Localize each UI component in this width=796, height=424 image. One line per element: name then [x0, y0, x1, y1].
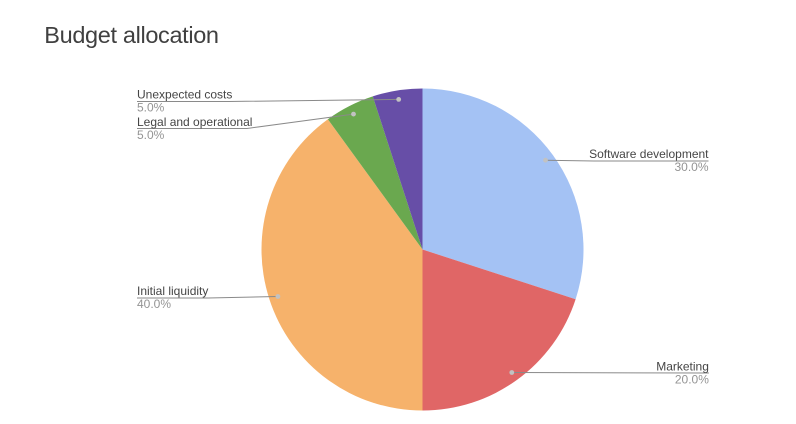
svg-text:20.0%: 20.0% — [675, 373, 709, 387]
svg-text:30.0%: 30.0% — [674, 160, 708, 174]
svg-text:40.0%: 40.0% — [137, 297, 171, 311]
svg-text:Initial liquidity: Initial liquidity — [137, 284, 208, 298]
svg-text:Budget allocation: Budget allocation — [44, 22, 218, 48]
svg-text:Marketing: Marketing — [656, 360, 709, 374]
svg-text:5.0%: 5.0% — [137, 128, 165, 142]
svg-text:Unexpected costs: Unexpected costs — [137, 88, 232, 102]
svg-text:5.0%: 5.0% — [137, 101, 165, 115]
svg-text:Software development: Software development — [589, 147, 709, 161]
svg-text:Legal and operational: Legal and operational — [137, 115, 252, 129]
